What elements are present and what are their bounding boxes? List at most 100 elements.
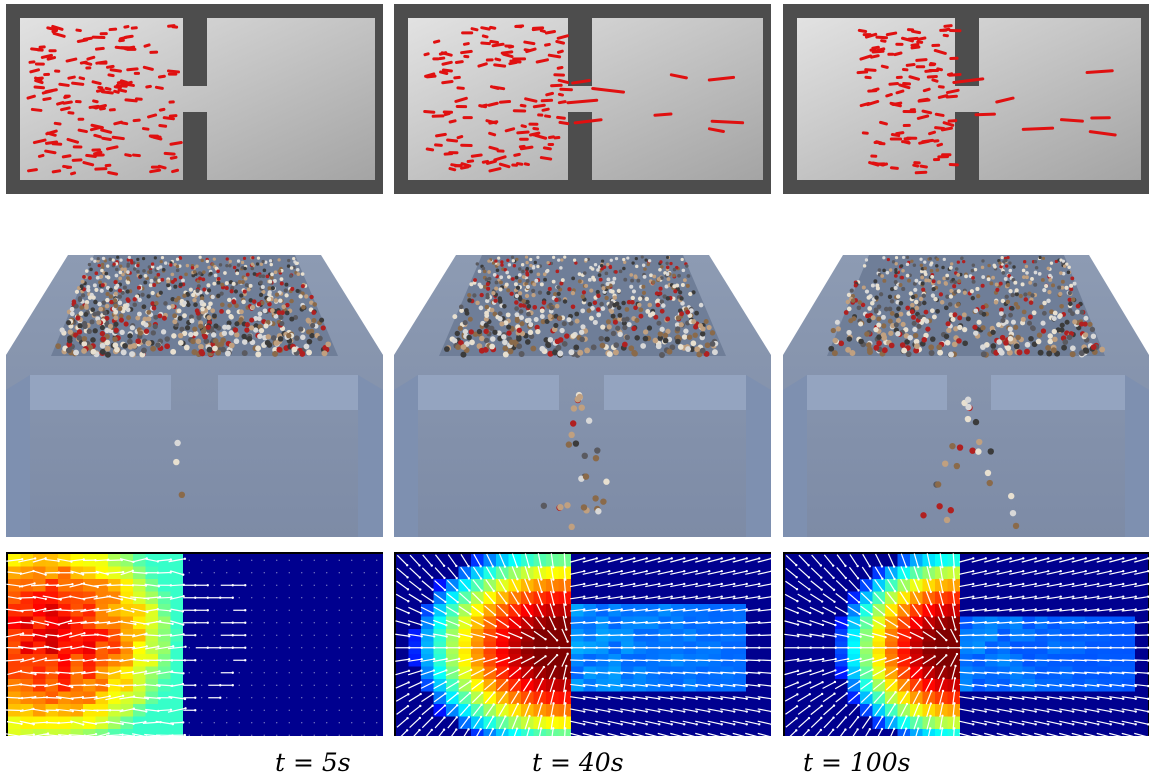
pedestrian xyxy=(195,264,199,268)
pedestrian xyxy=(289,274,293,278)
velocity-arrow xyxy=(106,633,123,638)
pedestrian xyxy=(952,312,958,318)
pedestrian xyxy=(551,279,556,284)
agent-marker xyxy=(515,162,524,166)
velocity-arrowhead xyxy=(121,694,125,698)
pedestrian xyxy=(518,291,523,296)
velocity-arrowhead xyxy=(206,609,209,612)
pedestrian xyxy=(658,351,665,358)
pedestrian xyxy=(502,303,507,309)
velocity-arrowhead xyxy=(541,615,544,618)
agent-marker xyxy=(942,121,955,127)
pedestrian xyxy=(137,297,142,303)
pedestrian xyxy=(570,333,577,339)
velocity-dot xyxy=(288,659,290,661)
density-cell xyxy=(708,729,722,736)
velocity-arrow xyxy=(682,596,697,600)
pedestrian xyxy=(594,447,601,454)
velocity-arrowhead xyxy=(120,632,124,636)
pedestrian xyxy=(1008,268,1013,273)
velocity-dot xyxy=(363,647,365,649)
pedestrian xyxy=(514,306,519,311)
velocity-arrow xyxy=(695,583,710,588)
velocity-arrowhead xyxy=(144,720,147,724)
pedestrian xyxy=(104,271,109,276)
pedestrian xyxy=(664,284,669,289)
density-cell xyxy=(370,729,383,736)
velocity-dot xyxy=(263,597,265,599)
pedestrian xyxy=(533,260,537,265)
pedestrian xyxy=(96,259,100,263)
pedestrian xyxy=(949,262,954,266)
velocity-arrow xyxy=(432,658,447,663)
agent-marker xyxy=(162,116,175,121)
velocity-dot xyxy=(338,709,340,711)
velocity-arrow xyxy=(44,620,60,626)
velocity-arrow xyxy=(169,595,184,600)
velocity-arrow xyxy=(632,583,647,588)
pedestrian xyxy=(858,338,864,345)
pedestrian xyxy=(195,310,201,316)
pedestrian xyxy=(629,284,634,289)
velocity-dot xyxy=(201,697,203,699)
pedestrian xyxy=(460,344,467,350)
pedestrian xyxy=(923,332,929,339)
pedestrian xyxy=(889,299,895,304)
pedestrian xyxy=(551,349,558,356)
velocity-arrow xyxy=(94,721,109,724)
velocity-arrowhead xyxy=(708,608,711,611)
pedestrian xyxy=(941,265,945,270)
velocity-dot xyxy=(251,572,253,574)
pedestrian xyxy=(236,263,241,267)
velocity-arrowhead xyxy=(219,696,222,699)
pedestrian xyxy=(645,309,651,314)
velocity-arrowhead xyxy=(457,668,460,672)
velocity-arrow xyxy=(595,683,610,687)
pedestrian xyxy=(228,264,232,268)
pedestrian xyxy=(596,293,601,298)
pedestrian xyxy=(126,315,132,321)
velocity-arrow xyxy=(484,592,495,604)
pedestrian xyxy=(962,290,967,295)
pedestrian xyxy=(129,351,136,358)
pedestrian xyxy=(516,343,523,350)
pedestrian xyxy=(179,326,185,332)
pedestrian xyxy=(117,294,123,299)
pedestrian xyxy=(244,322,250,328)
agent-marker xyxy=(123,25,130,29)
agent-marker xyxy=(439,70,449,76)
agent-marker xyxy=(485,119,498,125)
pedestrian xyxy=(691,319,697,325)
agent-marker xyxy=(946,72,954,77)
velocity-arrow xyxy=(458,680,471,690)
velocity-arrow xyxy=(32,633,47,638)
velocity-arrowhead xyxy=(57,559,60,563)
agent-marker xyxy=(871,49,885,54)
velocity-arrowhead xyxy=(566,652,569,656)
velocity-arrowhead xyxy=(31,621,35,625)
velocity-arrow xyxy=(142,721,161,724)
agent-marker xyxy=(62,164,70,169)
velocity-arrow xyxy=(745,634,760,637)
velocity-arrow xyxy=(170,721,184,724)
pedestrian xyxy=(223,271,227,275)
velocity-dot xyxy=(313,609,315,611)
velocity-arrow xyxy=(93,583,111,587)
pedestrian xyxy=(894,270,898,275)
pedestrian xyxy=(914,278,919,283)
velocity-arrow xyxy=(757,659,771,662)
velocity-arrowhead xyxy=(244,584,247,587)
velocity-arrow xyxy=(42,595,61,601)
pedestrian xyxy=(149,278,154,283)
velocity-arrow xyxy=(645,557,660,563)
agent-marker xyxy=(93,150,103,156)
pedestrian xyxy=(152,283,157,288)
pedestrian xyxy=(980,265,985,270)
pedestrian xyxy=(517,279,522,284)
pedestrian xyxy=(250,266,255,271)
velocity-arrow xyxy=(682,583,697,588)
pedestrian xyxy=(580,294,585,299)
pedestrian xyxy=(846,336,853,342)
agent-marker xyxy=(89,125,102,132)
pedestrian xyxy=(236,259,241,263)
